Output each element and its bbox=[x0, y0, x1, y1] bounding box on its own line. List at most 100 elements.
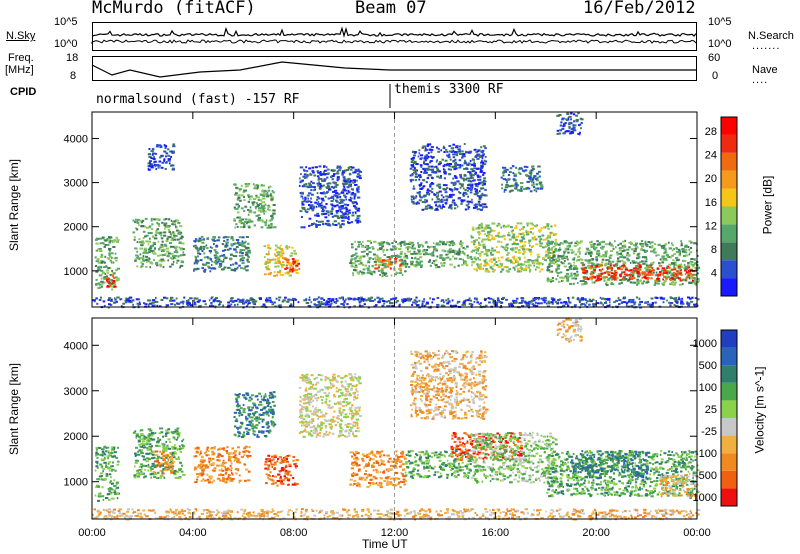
heatmap-cell bbox=[332, 198, 335, 201]
heatmap-cell bbox=[512, 189, 514, 192]
heatmap-cell bbox=[536, 176, 539, 179]
heatmap-cell bbox=[446, 154, 449, 157]
heatmap-cell bbox=[206, 256, 209, 259]
heatmap-cell bbox=[465, 264, 469, 267]
heatmap-cell bbox=[318, 205, 321, 208]
heatmap-cell bbox=[151, 153, 154, 156]
heatmap-cell bbox=[650, 277, 653, 280]
heatmap-cell bbox=[215, 244, 219, 247]
heatmap-cell bbox=[473, 148, 477, 151]
heatmap-cell bbox=[167, 148, 170, 151]
heatmap-cell bbox=[342, 176, 346, 179]
heatmap-cell bbox=[549, 231, 553, 234]
heatmap-cell bbox=[677, 265, 681, 268]
heatmap-cell bbox=[501, 268, 505, 271]
heatmap-cell bbox=[480, 187, 483, 190]
heatmap-cell bbox=[427, 204, 431, 207]
heatmap-cell bbox=[94, 494, 97, 497]
heatmap-cell bbox=[275, 244, 278, 247]
heatmap-cell bbox=[480, 161, 483, 164]
heatmap-cell bbox=[383, 302, 386, 305]
heatmap-cell bbox=[463, 252, 466, 255]
heatmap-cell bbox=[456, 151, 459, 153]
heatmap-cell bbox=[534, 235, 536, 238]
heatmap-cell bbox=[96, 478, 100, 481]
heatmap-cell bbox=[483, 227, 485, 230]
heatmap-cell bbox=[357, 173, 360, 175]
heatmap-cell bbox=[336, 166, 339, 169]
heatmap-cell bbox=[574, 253, 577, 256]
heatmap-cell bbox=[443, 172, 447, 175]
heatmap-cell bbox=[99, 250, 103, 253]
heatmap-cell bbox=[134, 465, 136, 468]
heatmap-cell bbox=[418, 152, 421, 155]
heatmap-cell bbox=[108, 297, 112, 300]
heatmap-cell bbox=[136, 250, 138, 253]
heatmap-cell bbox=[241, 240, 244, 243]
heatmap-cell bbox=[600, 246, 602, 249]
heatmap-cell bbox=[459, 192, 462, 194]
heatmap-cell bbox=[225, 243, 228, 246]
heatmap-cell bbox=[111, 275, 114, 278]
heatmap-cell bbox=[107, 277, 110, 280]
heatmap-cell bbox=[228, 247, 232, 250]
heatmap-cell bbox=[406, 297, 411, 300]
nave-tick-bottom: 0 bbox=[712, 70, 719, 82]
heatmap-cell bbox=[440, 262, 443, 265]
heatmap-cell bbox=[419, 154, 424, 157]
heatmap-cell bbox=[95, 448, 98, 451]
heatmap-cell bbox=[651, 302, 654, 305]
heatmap-cell bbox=[144, 259, 148, 262]
heatmap-cell bbox=[149, 225, 152, 228]
heatmap-cell bbox=[693, 273, 697, 276]
heatmap-cell bbox=[579, 280, 583, 283]
heatmap-cell bbox=[105, 276, 109, 279]
heatmap-cell bbox=[421, 302, 424, 305]
heatmap-cell bbox=[173, 234, 176, 237]
heatmap-cell bbox=[628, 246, 631, 249]
heatmap-cell bbox=[529, 222, 533, 225]
heatmap-cell bbox=[259, 193, 263, 196]
heatmap-cell bbox=[608, 260, 611, 263]
heatmap-cell bbox=[353, 269, 357, 272]
heatmap-cell bbox=[366, 271, 370, 274]
heatmap-cell bbox=[457, 144, 459, 147]
heatmap-cell bbox=[456, 180, 459, 183]
heatmap-cell bbox=[451, 240, 454, 243]
heatmap-cell bbox=[206, 247, 209, 250]
heatmap-cell bbox=[175, 297, 178, 300]
heatmap-cell bbox=[209, 270, 212, 273]
heatmap-cell bbox=[413, 197, 415, 200]
heatmap-cell bbox=[429, 259, 432, 262]
cpid-mode-2: themis 3300 RF bbox=[394, 82, 504, 97]
heatmap-cell bbox=[327, 185, 330, 188]
heatmap-cell bbox=[661, 272, 664, 275]
heatmap-cell bbox=[420, 171, 423, 173]
heatmap-cell bbox=[670, 256, 672, 259]
heatmap-cell bbox=[261, 189, 264, 192]
heatmap-cell bbox=[138, 258, 141, 261]
heatmap-cell bbox=[327, 214, 330, 217]
heatmap-cell bbox=[195, 268, 198, 271]
heatmap-cell bbox=[425, 154, 429, 157]
heatmap-cell bbox=[410, 178, 415, 181]
heatmap-cell bbox=[696, 278, 700, 280]
heatmap-cell bbox=[514, 173, 517, 176]
heatmap-cell bbox=[471, 228, 475, 231]
heatmap-cell bbox=[248, 209, 252, 212]
heatmap-cell bbox=[255, 214, 259, 217]
heatmap-cell bbox=[469, 191, 473, 194]
heatmap-cell bbox=[417, 155, 420, 158]
heatmap-cell bbox=[682, 255, 686, 257]
heatmap-cell bbox=[473, 300, 476, 303]
heatmap-cell bbox=[143, 225, 147, 228]
heatmap-cell bbox=[247, 260, 251, 263]
heatmap-cell bbox=[339, 165, 342, 168]
heatmap-cell bbox=[257, 209, 261, 212]
heatmap-cell bbox=[456, 205, 459, 208]
heatmap-cell bbox=[328, 186, 331, 189]
heatmap-cell bbox=[100, 256, 103, 258]
heatmap-cell bbox=[230, 237, 234, 240]
heatmap-cell bbox=[169, 299, 173, 302]
heatmap-cell bbox=[477, 176, 480, 178]
